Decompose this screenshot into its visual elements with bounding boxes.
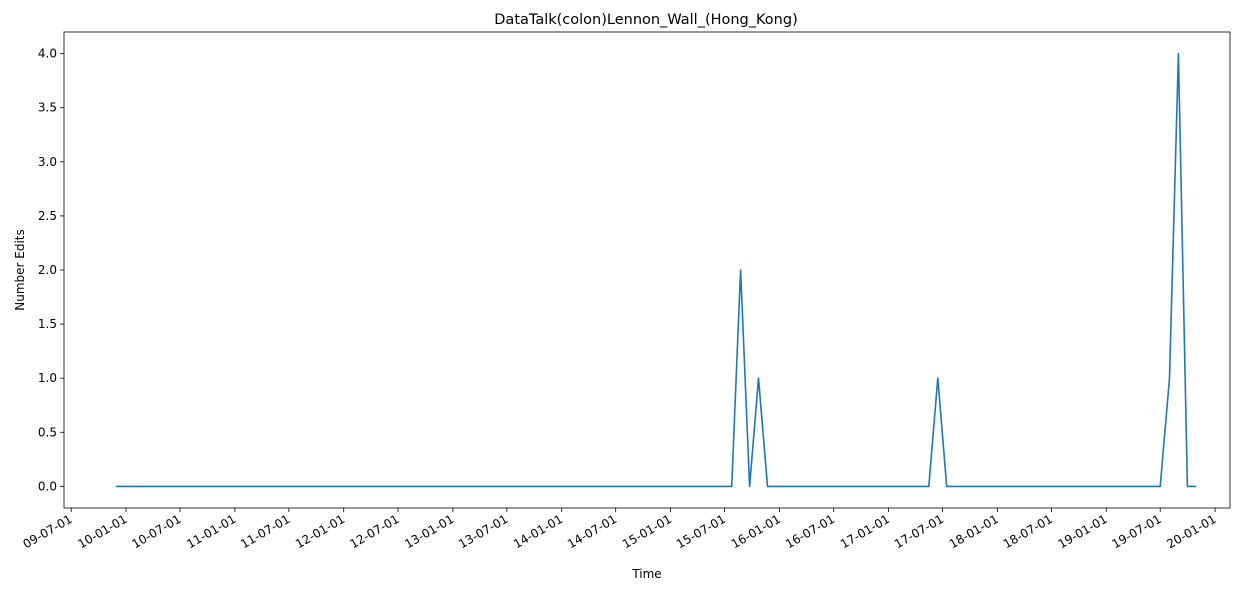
chart-title: DataTalk(colon)Lennon_Wall_(Hong_Kong) xyxy=(494,12,797,28)
y-tick-label: 4.0 xyxy=(38,47,57,61)
y-tick-label: 0.5 xyxy=(38,425,57,439)
series-line-0 xyxy=(115,52,1197,488)
y-axis-ticks: 0.0 0.5 1.0 1.5 2.0 2.5 3.0 3.5 4.0 xyxy=(38,47,64,493)
y-tick-label: 1.5 xyxy=(38,317,57,331)
y-tick-label: 2.5 xyxy=(38,209,57,223)
plot-frame xyxy=(63,31,1231,509)
y-tick-label: 0.0 xyxy=(38,479,57,493)
y-tick-label: 3.0 xyxy=(38,155,57,169)
y-tick-label: 1.0 xyxy=(38,371,57,385)
series-layer xyxy=(115,52,1197,488)
y-axis-label: Number Edits xyxy=(13,229,27,311)
x-axis-label: Time xyxy=(631,567,661,581)
y-tick-label: 2.0 xyxy=(38,263,57,277)
y-tick-label: 3.5 xyxy=(38,101,57,115)
